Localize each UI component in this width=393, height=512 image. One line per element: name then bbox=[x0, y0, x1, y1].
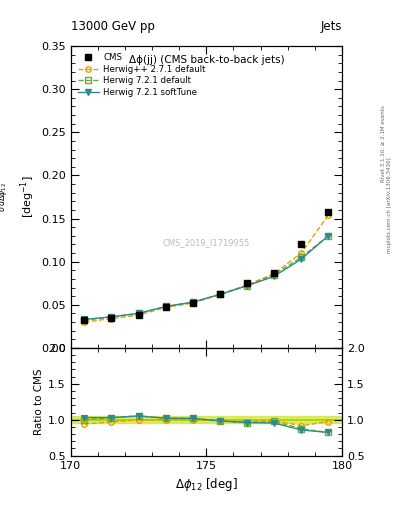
Legend: CMS, Herwig++ 2.7.1 default, Herwig 7.2.1 default, Herwig 7.2.1 softTune: CMS, Herwig++ 2.7.1 default, Herwig 7.2.… bbox=[75, 50, 209, 99]
Text: mcplots.cern.ch [arXiv:1306.3436]: mcplots.cern.ch [arXiv:1306.3436] bbox=[387, 157, 391, 252]
Text: 13000 GeV pp: 13000 GeV pp bbox=[71, 20, 154, 33]
Text: CMS_2019_I1719955: CMS_2019_I1719955 bbox=[163, 238, 250, 247]
Bar bbox=[71, 416, 342, 423]
X-axis label: $\Delta\phi_{12}$ [deg]: $\Delta\phi_{12}$ [deg] bbox=[175, 476, 238, 493]
Y-axis label: Ratio to CMS: Ratio to CMS bbox=[34, 369, 44, 435]
Text: Rivet 3.1.10, ≥ 3.1M events: Rivet 3.1.10, ≥ 3.1M events bbox=[381, 105, 386, 182]
Text: Δϕ(jj) (CMS back-to-back jets): Δϕ(jj) (CMS back-to-back jets) bbox=[129, 55, 284, 65]
Y-axis label: $\frac{1}{\bar{\sigma}}\frac{d\sigma}{d\Delta\phi_{12}}$
[deg$^{-1}$]: $\frac{1}{\bar{\sigma}}\frac{d\sigma}{d\… bbox=[0, 176, 37, 218]
Text: Jets: Jets bbox=[320, 20, 342, 33]
